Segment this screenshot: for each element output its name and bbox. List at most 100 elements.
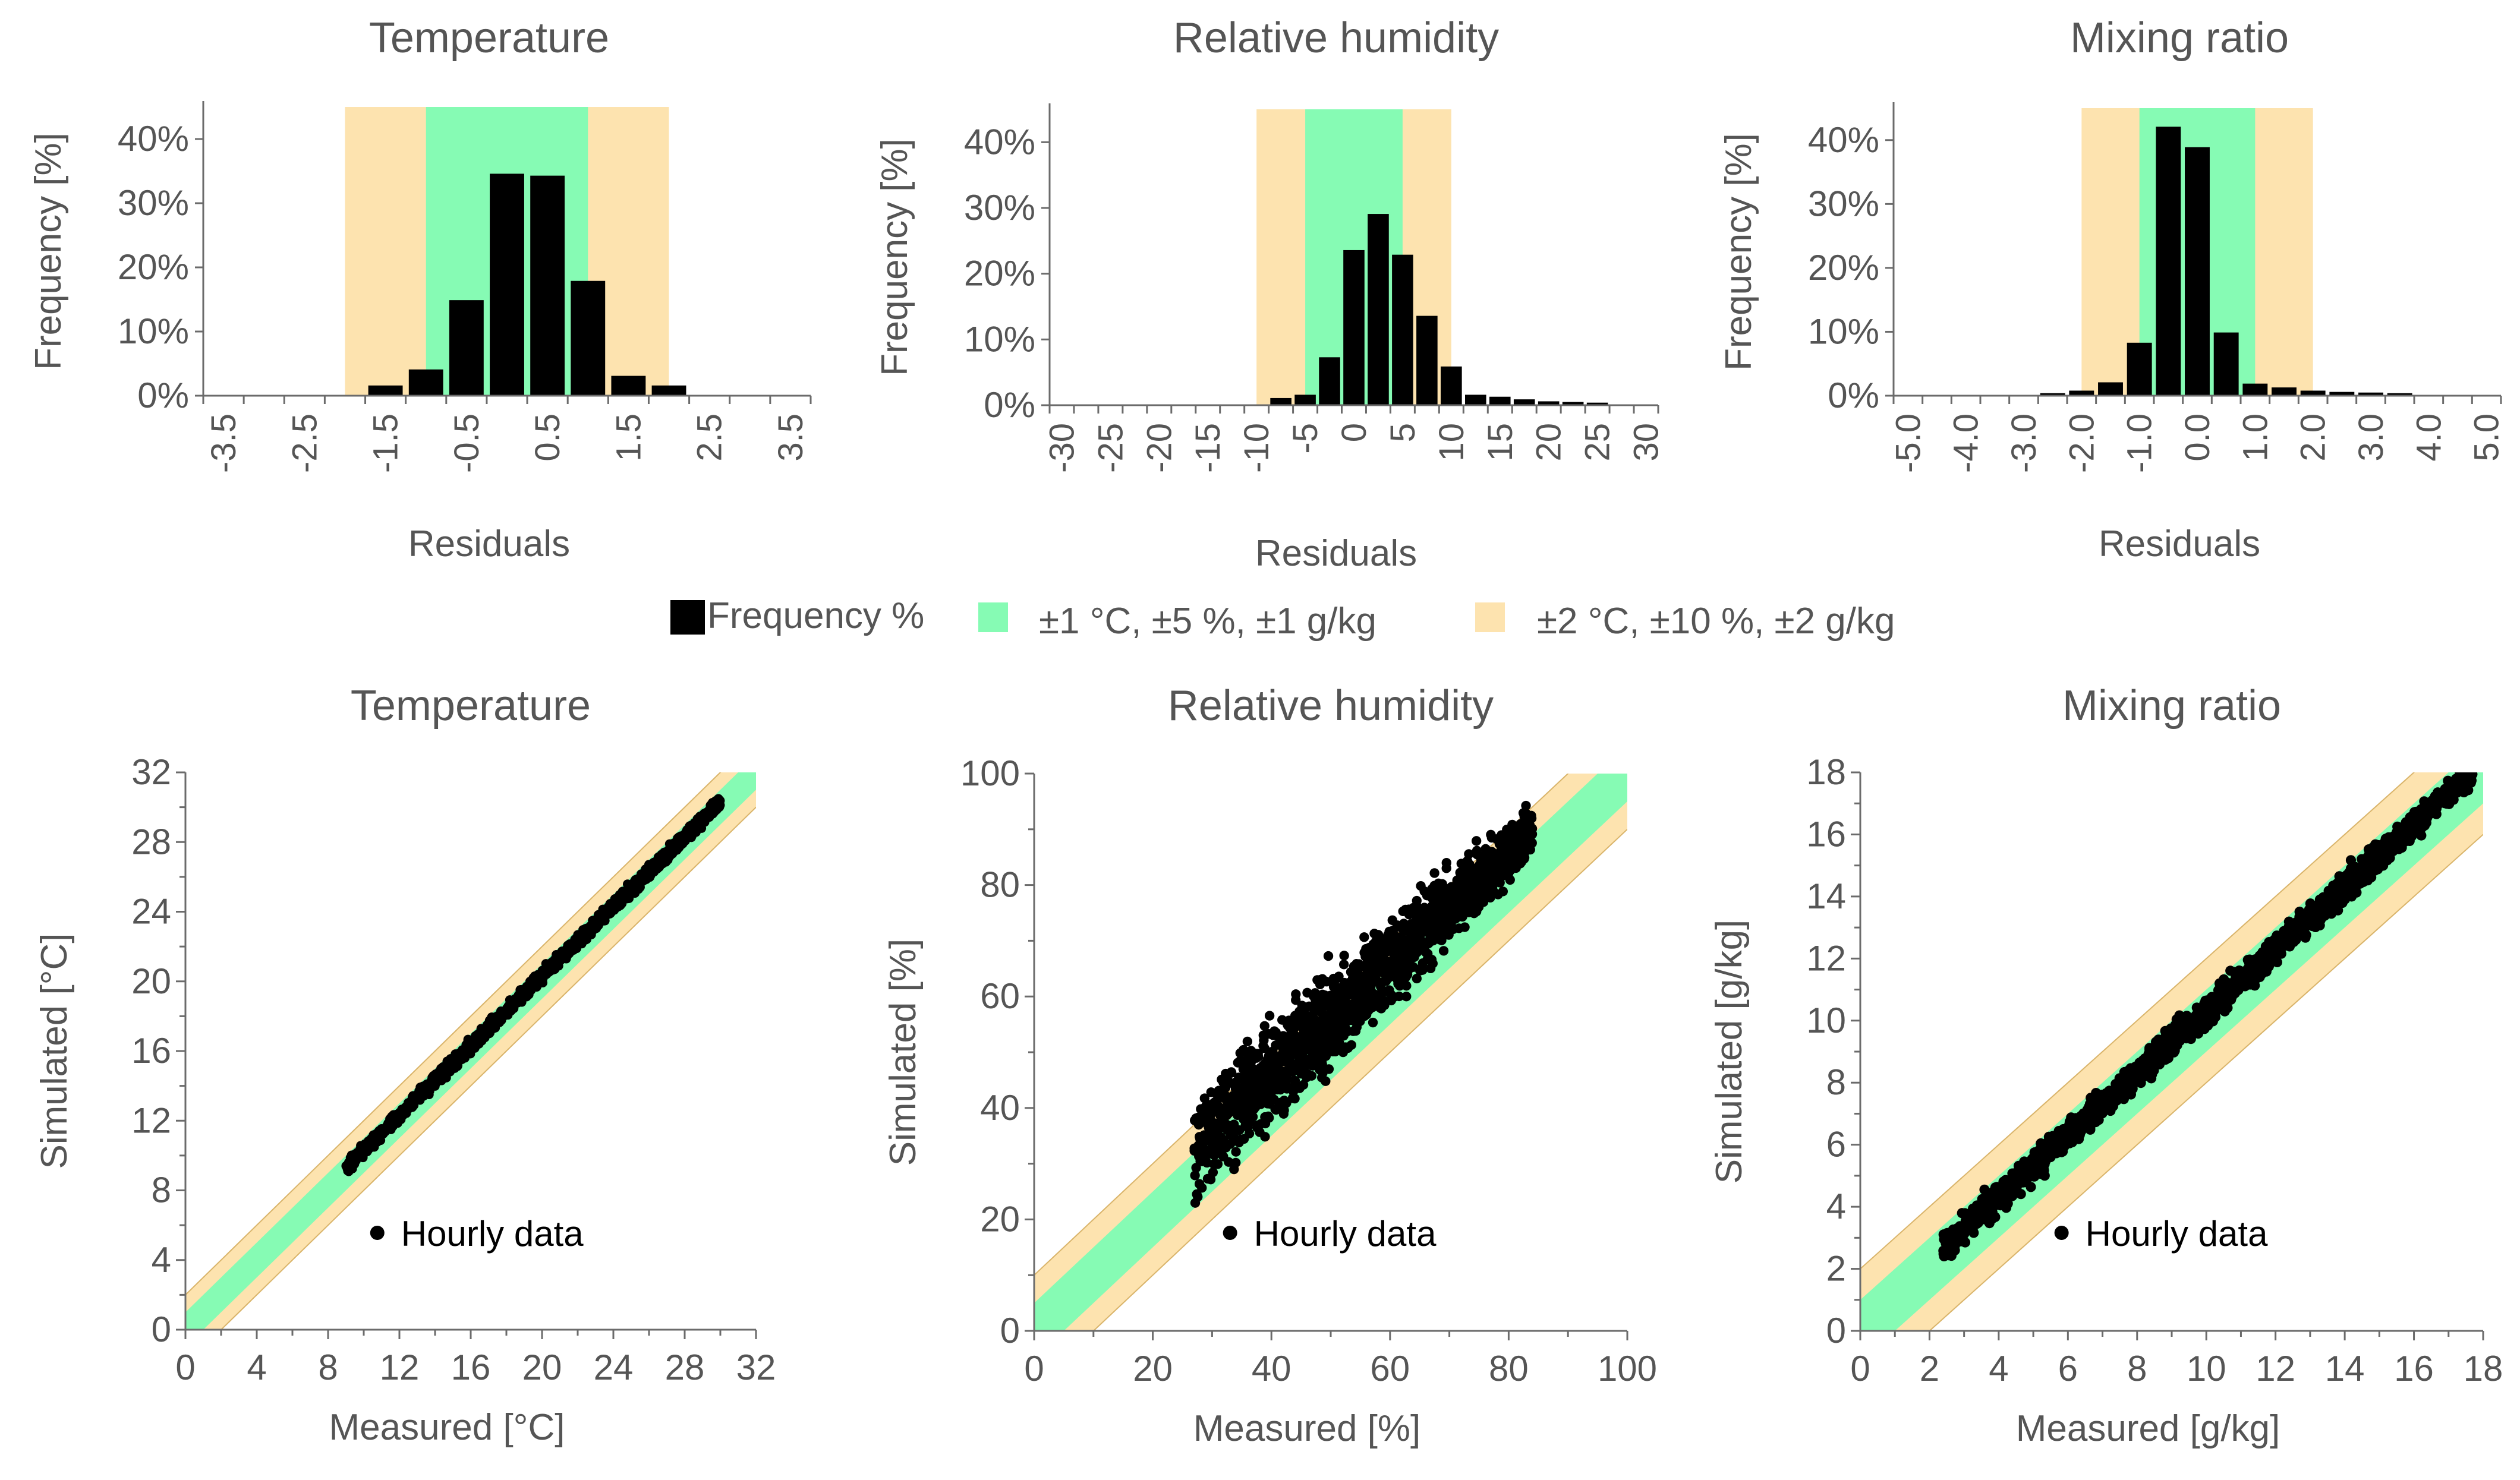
legend-label-band2: ±2 °C, ±10 %, ±2 g/kg — [1537, 601, 1895, 642]
histogram-bar — [1441, 366, 1462, 406]
data-point — [1505, 875, 1515, 885]
point-cloud — [341, 794, 725, 1176]
band-edge-line — [220, 806, 756, 1330]
data-point — [1525, 844, 1535, 855]
data-point — [448, 1053, 458, 1063]
data-point — [714, 801, 724, 811]
data-point — [1379, 946, 1389, 957]
data-point — [1486, 832, 1497, 843]
y-tick-label: 30% — [118, 183, 189, 223]
data-point — [1371, 990, 1381, 1000]
data-point — [1305, 1053, 1316, 1064]
data-point — [678, 834, 688, 844]
x-tick-label: 3.0 — [2352, 414, 2390, 462]
x-tick-label: -25 — [1091, 423, 1130, 473]
data-point — [1521, 800, 1531, 811]
x-tick-label: -30 — [1042, 423, 1081, 473]
data-point — [1434, 918, 1445, 928]
data-point — [1226, 1102, 1236, 1112]
data-point — [1471, 836, 1482, 846]
data-point — [2134, 1058, 2145, 1068]
data-point — [563, 945, 573, 954]
y-tick-label: 0 — [1000, 1311, 1020, 1350]
x-tick-label: 0.5 — [528, 414, 567, 462]
data-point — [2027, 1155, 2037, 1166]
x-tick-label: 2.5 — [691, 414, 729, 462]
data-point — [631, 875, 640, 885]
data-point — [1444, 894, 1454, 904]
histogram-bar — [1416, 315, 1438, 406]
data-point — [1221, 1083, 1231, 1093]
legend-swatch-frequency — [670, 600, 705, 635]
data-point — [1269, 1094, 1279, 1105]
data-point — [1359, 932, 1369, 942]
data-point — [533, 970, 543, 980]
data-point — [1462, 866, 1473, 876]
data-point — [386, 1125, 396, 1134]
data-point — [1290, 1075, 1300, 1086]
histogram-relative-humidity: 0%10%20%30%40%-30 -25 -20 -15 -10 -5 0 5 10 15 20 2… — [874, 14, 1666, 574]
data-point — [1312, 975, 1322, 985]
data-point — [414, 1091, 424, 1101]
band-edge-line — [1928, 834, 2483, 1331]
data-point — [1429, 904, 1439, 915]
y-tick-label: 10% — [964, 319, 1035, 359]
data-point — [1463, 905, 1473, 916]
histogram-bar — [2272, 387, 2297, 396]
data-point — [2026, 1182, 2036, 1192]
data-point — [1418, 958, 1428, 968]
x-tick-label: 5.0 — [2468, 414, 2506, 462]
data-point — [1209, 1159, 1219, 1169]
y-tick-label: 0% — [1828, 375, 1879, 415]
data-point — [1343, 1013, 1354, 1023]
y-tick-label: 40 — [980, 1088, 1020, 1128]
legend-label-frequency: Frequency % — [707, 595, 924, 636]
x-axis-label: Measured [%] — [1193, 1408, 1421, 1449]
data-point — [1264, 1029, 1274, 1039]
data-point — [1205, 1175, 1216, 1185]
data-point — [1481, 878, 1491, 888]
data-point — [1239, 1080, 1249, 1090]
x-tick-label: 0 — [1335, 423, 1374, 442]
data-point — [2466, 760, 2476, 771]
data-point — [2448, 794, 2459, 805]
data-point — [1473, 902, 1484, 912]
data-point — [362, 1143, 372, 1153]
data-point — [455, 1050, 465, 1060]
legend-marker — [1223, 1226, 1237, 1240]
x-tick-label: 0.0 — [2178, 414, 2217, 462]
data-point — [1352, 1022, 1362, 1032]
data-point — [1221, 1068, 1231, 1079]
data-point — [2469, 772, 2475, 774]
x-tick-label: 1.0 — [2236, 414, 2275, 462]
data-point — [1525, 835, 1536, 846]
data-point — [1289, 1049, 1299, 1059]
data-point — [1328, 1046, 1338, 1056]
histogram-bar — [2156, 127, 2181, 396]
data-point — [1379, 986, 1390, 996]
data-point — [1460, 922, 1470, 932]
data-point — [1418, 965, 1428, 975]
data-point — [1202, 1129, 1212, 1140]
data-point — [1323, 951, 1334, 961]
chart-title: Relative humidity — [1168, 682, 1494, 730]
scatter-legend: Hourly data — [1223, 1214, 1437, 1254]
data-point — [1359, 986, 1369, 996]
shared-legend: Frequency % ±1 °C, ±5 %, ±1 g/kg ±2 °C, … — [670, 595, 1895, 642]
data-point — [1193, 1112, 1204, 1122]
data-point — [590, 923, 600, 933]
x-tick-label: 20 — [1133, 1349, 1173, 1389]
data-point — [1442, 917, 1453, 927]
data-point — [667, 849, 678, 859]
y-tick-label: 0% — [137, 375, 189, 415]
data-point — [1339, 960, 1349, 970]
data-point — [1259, 1021, 1270, 1031]
data-point — [1297, 1036, 1308, 1047]
data-point — [639, 871, 649, 881]
data-point — [1319, 1029, 1330, 1039]
data-point — [1233, 1058, 1243, 1068]
data-point — [1323, 1019, 1334, 1029]
chart-title: Temperature — [351, 682, 591, 730]
